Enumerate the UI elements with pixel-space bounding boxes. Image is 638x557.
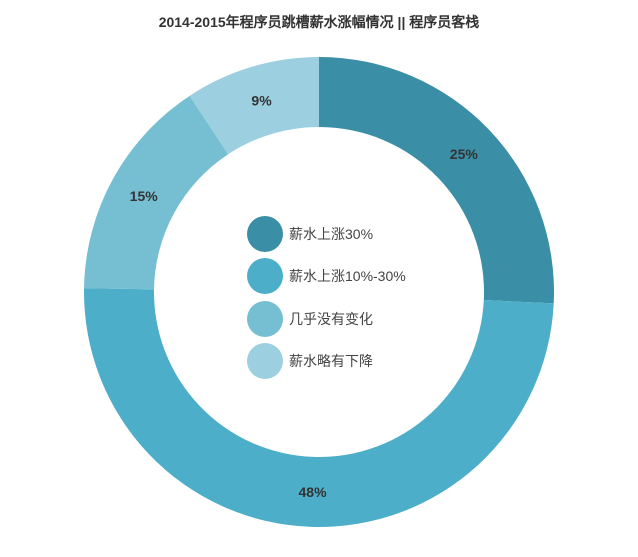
data-label-suffix: % [145, 188, 158, 204]
legend-label: 薪水略有下降 [289, 353, 373, 369]
slice-4 [189, 57, 319, 155]
data-label-value: 9 [251, 92, 259, 108]
data-label-4: 9% [251, 92, 272, 108]
data-label-value: 48 [299, 484, 315, 500]
data-label-1: 25% [450, 146, 479, 162]
data-label-value: 25 [450, 146, 466, 162]
legend-item-4: 薪水略有下降 [247, 343, 373, 379]
slice-3 [84, 95, 229, 290]
legend-swatch [247, 301, 283, 337]
legend-swatch [247, 216, 283, 252]
legend-label: 薪水上涨10%-30% [289, 268, 406, 284]
chart-title: 2014-2015年程序员跳槽薪水涨幅情况 || 程序员客栈 [159, 14, 480, 30]
legend-swatch [247, 343, 283, 379]
data-label-2: 48% [299, 484, 328, 500]
legend-item-2: 薪水上涨10%-30% [247, 258, 406, 294]
legend: 薪水上涨30% 薪水上涨10%-30% 几乎没有变化 薪水略有下降 [247, 216, 406, 379]
legend-item-1: 薪水上涨30% [247, 216, 373, 252]
legend-label: 几乎没有变化 [289, 311, 373, 327]
slice-1 [319, 57, 554, 304]
legend-item-3: 几乎没有变化 [247, 301, 373, 337]
data-label-3: 15% [130, 188, 159, 204]
data-label-value: 15 [130, 188, 146, 204]
data-label-suffix: % [314, 484, 327, 500]
data-label-suffix: % [259, 92, 272, 108]
data-label-suffix: % [465, 146, 478, 162]
data-labels: 25%48%15%9% [130, 92, 479, 499]
slice-2 [84, 288, 554, 527]
legend-swatch [247, 258, 283, 294]
legend-label: 薪水上涨30% [289, 226, 373, 242]
donut-slices [84, 57, 554, 527]
